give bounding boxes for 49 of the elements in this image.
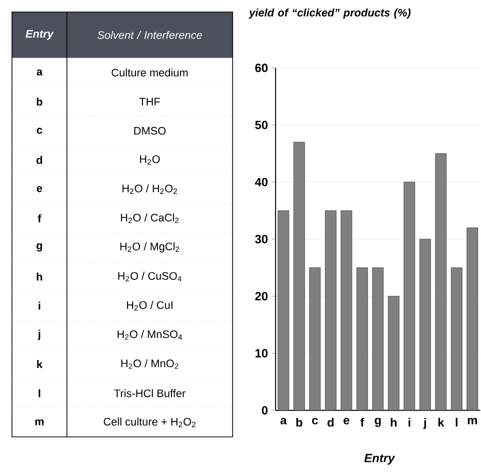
category-label: e [36,186,42,192]
category-label: b [36,97,42,106]
x-tick-label: g [374,418,381,427]
x-tick-label: c [312,418,318,424]
category-label: l [38,389,40,398]
y-tick-label: 60 [255,64,268,72]
x-tick-label: f [360,418,364,426]
x-tick-label: l [456,418,458,426]
x-tick-label: j [423,418,426,429]
category-label: g [36,243,42,252]
text: H$_{2}$O [140,155,160,164]
category-label: i [38,302,40,310]
text: Tris-HCl Buffer [114,389,186,398]
category-label: d [36,156,42,164]
x-tick-label: m [468,418,477,424]
text: H$_{2}$O / CuI [127,300,172,310]
y-axis-title: yield of “clicked” products (%) [248,8,411,19]
text: H$_{2}$O / CuSO$_{4}$ [118,272,182,282]
x-tick-label: h [390,418,397,426]
text: Culture medium [112,68,188,76]
x-tick-label: b [296,418,302,426]
y-tick-label: 20 [255,292,268,300]
y-tick-label: 0 [262,406,268,414]
y-tick-label: 10 [256,348,268,358]
x-tick-label: e [344,418,350,424]
x-tick-label: k [438,418,444,426]
category-label: j [38,330,40,340]
x-tick-label: a [280,418,287,424]
text: THF [139,98,160,106]
y-tick-label: 50 [255,120,268,130]
x-tick-label: i [408,418,410,426]
category-label: h [36,272,42,280]
text: H$_{2}$O / H$_{2}$O$_{2}$ [122,184,177,194]
y-tick-label: 30 [255,234,268,244]
category-label: c [36,128,42,134]
text: Solvent / Interference [97,30,202,39]
text: Entry [26,30,54,40]
y-tick-label: 40 [254,178,268,186]
text: DMSO [134,126,166,135]
x-axis-title: Entry [364,454,396,464]
text: H$_{2}$O / MnSO$_{4}$ [118,330,182,340]
text: H$_{2}$O / MnO$_{2}$ [121,359,178,369]
text: Cell culture + H$_{2}$O$_{2}$ [104,417,196,427]
text: H$_{2}$O / MgCl$_{2}$ [120,242,180,252]
category-label: a [36,69,43,76]
text: H$_{2}$O / CaCl$_{2}$ [120,213,179,223]
category-label: f [38,214,42,222]
category-label: k [37,360,42,368]
x-tick-label: d [328,418,334,426]
